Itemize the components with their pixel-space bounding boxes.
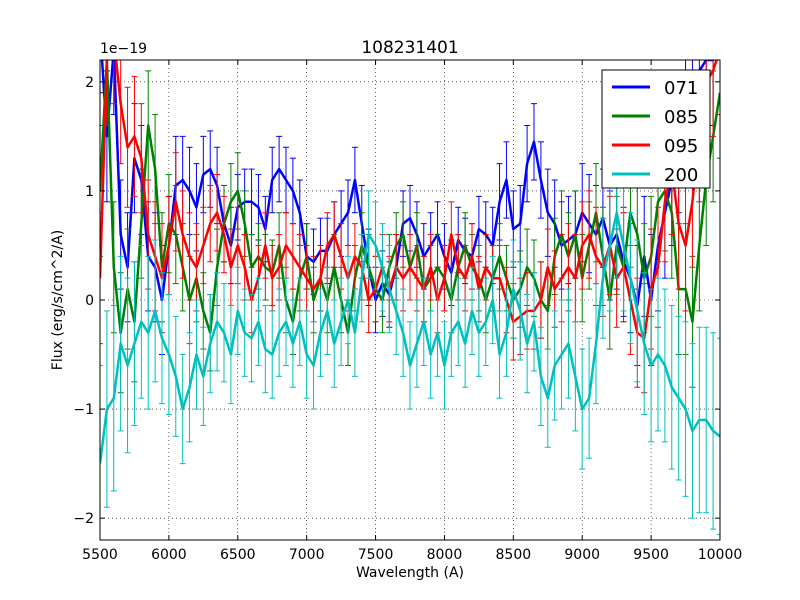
y-tick-label: 0: [85, 293, 94, 309]
x-tick-label: 9500: [633, 547, 669, 563]
legend: 071 085 095 200: [601, 69, 711, 189]
x-tick-label: 7000: [289, 547, 325, 563]
x-tick-label: 10000: [698, 547, 743, 563]
legend-box: [601, 69, 711, 189]
legend-label-095: 095: [664, 136, 698, 157]
y-tick-label: −1: [73, 402, 94, 418]
y-multiplier-label: 1e−19: [100, 41, 147, 57]
x-tick-label: 6500: [220, 547, 256, 563]
x-tick-label: 9000: [564, 547, 600, 563]
series-line-200: [100, 211, 720, 464]
x-tick-label: 8000: [427, 547, 463, 563]
series-layer: [100, 60, 720, 540]
x-tick-label: 7500: [358, 547, 394, 563]
y-tick-label: 1: [85, 184, 94, 200]
x-tick-label: 5500: [82, 547, 118, 563]
legend-label-071: 071: [664, 78, 698, 99]
y-axis-label: Flux (erg/s/cm^2/A): [50, 230, 66, 370]
y-tick-label: 2: [85, 75, 94, 91]
legend-label-200: 200: [664, 165, 698, 186]
y-tick-label: −2: [73, 511, 94, 527]
x-tick-label: 6000: [151, 547, 187, 563]
chart-title: 108231401: [361, 38, 458, 58]
x-tick-label: 8500: [496, 547, 532, 563]
axis-ticks: 5500 6000 6500 7000 7500 8000 8500 9000 9500 1000…: [73, 60, 742, 563]
series-200: [100, 146, 720, 540]
x-axis-label: Wavelength (A): [356, 565, 464, 581]
legend-label-085: 085: [664, 107, 698, 128]
